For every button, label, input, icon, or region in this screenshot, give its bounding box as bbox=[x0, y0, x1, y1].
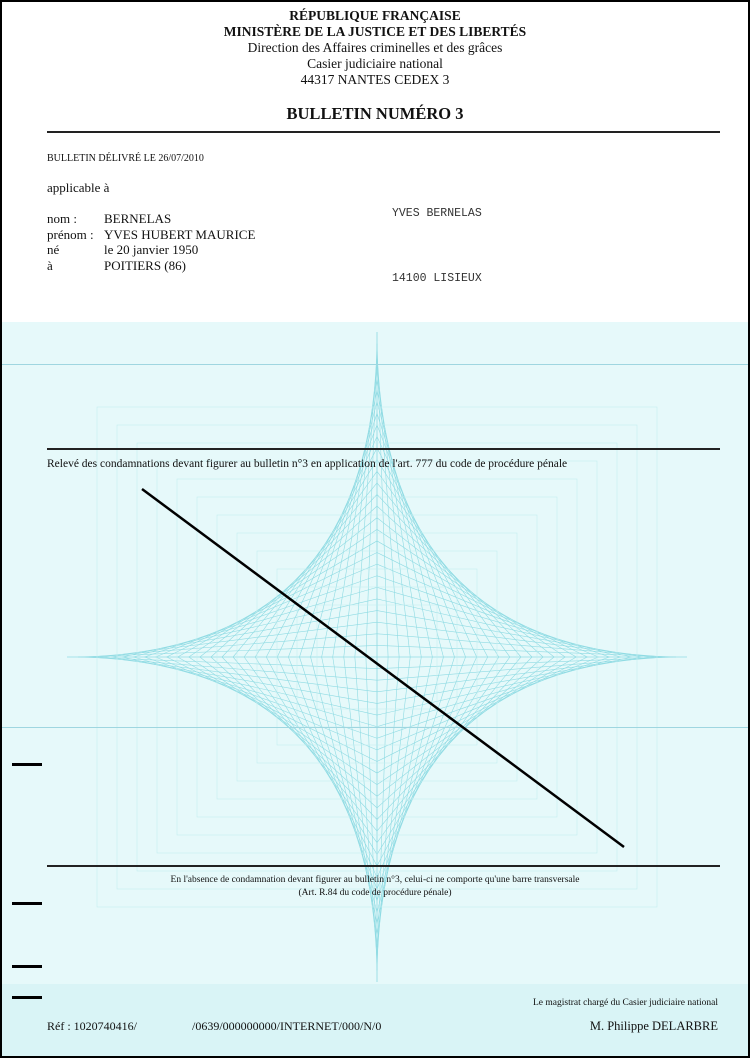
pattern-line bbox=[177, 656, 378, 774]
divider bbox=[47, 131, 720, 133]
section-title: Relevé des condamnations devant figurer … bbox=[47, 458, 568, 470]
pattern-line bbox=[177, 540, 378, 658]
identity-label-nom: nom : bbox=[47, 211, 77, 226]
identity-label-a: à bbox=[47, 258, 53, 273]
pattern-line bbox=[78, 645, 378, 658]
pattern-frame bbox=[256, 550, 498, 764]
pattern-line bbox=[376, 656, 577, 774]
pattern-frame bbox=[276, 568, 478, 746]
pattern-line bbox=[376, 529, 566, 658]
pattern-line bbox=[122, 598, 378, 658]
pattern-line bbox=[376, 575, 610, 658]
pattern-line bbox=[376, 517, 555, 658]
pattern-line bbox=[376, 656, 599, 751]
pattern-line bbox=[376, 656, 676, 669]
pattern-line bbox=[199, 656, 378, 797]
pattern-line bbox=[122, 656, 378, 716]
pattern-line bbox=[376, 505, 544, 658]
pattern-frame bbox=[316, 604, 438, 710]
pattern-line bbox=[376, 656, 632, 716]
pattern-line bbox=[166, 656, 378, 762]
pattern-line bbox=[166, 552, 378, 658]
pattern-line bbox=[376, 656, 610, 739]
pattern-line bbox=[376, 621, 654, 658]
signer-title: Le magistrat chargé du Casier judiciaire… bbox=[532, 998, 718, 1008]
security-band bbox=[2, 984, 748, 1056]
address-city: 14100 LISIEUX bbox=[392, 272, 482, 285]
pattern-frame bbox=[196, 496, 558, 818]
fold-line bbox=[2, 364, 748, 365]
header-republic: RÉPUBLIQUE FRANÇAISE bbox=[289, 8, 461, 23]
pattern-line bbox=[221, 494, 378, 658]
pattern-line bbox=[210, 656, 378, 809]
pattern-line bbox=[210, 505, 378, 658]
pattern-line bbox=[376, 563, 599, 658]
reference-code: /0639/000000000/INTERNET/000/N/0 bbox=[192, 1019, 382, 1033]
fold-mark bbox=[12, 965, 42, 968]
signer-name: M. Philippe DELARBRE bbox=[589, 1019, 718, 1033]
notice-line2: (Art. R.84 du code de procédure pénale) bbox=[298, 888, 452, 898]
pattern-line bbox=[376, 494, 533, 658]
identity-value-ne: le 20 janvier 1950 bbox=[104, 242, 199, 257]
pattern-line bbox=[376, 645, 676, 658]
header-address: 44317 NANTES CEDEX 3 bbox=[300, 72, 450, 87]
identity-label-ne: né bbox=[47, 242, 60, 257]
pattern-frame bbox=[116, 424, 638, 890]
pattern-frame bbox=[216, 514, 538, 800]
fold-mark bbox=[12, 763, 42, 766]
pattern-line bbox=[376, 656, 588, 762]
pattern-frame bbox=[96, 406, 658, 908]
pattern-frame bbox=[236, 532, 518, 782]
applicable-label: applicable à bbox=[47, 180, 110, 195]
divider bbox=[47, 865, 720, 867]
pattern-line bbox=[376, 656, 654, 693]
pattern-line bbox=[376, 598, 632, 658]
fold-line bbox=[2, 727, 748, 728]
notice-line1: En l'absence de condamnation devant figu… bbox=[170, 875, 580, 885]
pattern-line bbox=[376, 656, 555, 797]
identity-value-prenom: YVES HUBERT MAURICE bbox=[104, 227, 256, 242]
pattern-line bbox=[376, 540, 577, 658]
header-casier: Casier judiciaire national bbox=[307, 56, 443, 71]
pattern-line bbox=[155, 563, 378, 658]
fold-mark bbox=[12, 902, 42, 905]
pattern-line bbox=[78, 656, 378, 669]
fold-mark bbox=[12, 996, 42, 999]
identity-label-prenom: prénom : bbox=[47, 227, 94, 242]
pattern-line bbox=[376, 610, 643, 658]
header-direction: Direction des Affaires criminelles et de… bbox=[247, 40, 503, 55]
pattern-line bbox=[155, 656, 378, 751]
pattern-frame bbox=[156, 460, 598, 854]
pattern-frame bbox=[176, 478, 578, 836]
reference-number: Réf : 1020740416/ bbox=[47, 1019, 137, 1033]
divider bbox=[47, 448, 720, 450]
pattern-line bbox=[188, 656, 378, 785]
address-name: YVES BERNELAS bbox=[392, 207, 482, 220]
identity-value-a: POITIERS (86) bbox=[104, 258, 186, 273]
header-ministry: MINISTÈRE DE LA JUSTICE ET DES LIBERTÉS bbox=[223, 24, 527, 39]
pattern-line bbox=[144, 575, 378, 658]
pattern-line bbox=[111, 656, 378, 704]
identity-value-nom: BERNELAS bbox=[104, 211, 172, 226]
pattern-line bbox=[376, 656, 533, 820]
pattern-line bbox=[376, 552, 588, 658]
pattern-line bbox=[111, 610, 378, 658]
issued-date: BULLETIN DÉLIVRÉ LE 26/07/2010 bbox=[47, 153, 204, 164]
pattern-line bbox=[199, 517, 378, 658]
pattern-line bbox=[376, 656, 566, 785]
pattern-line bbox=[144, 656, 378, 739]
pattern-line bbox=[376, 656, 544, 809]
pattern-line bbox=[221, 656, 378, 820]
pattern-line bbox=[100, 656, 378, 693]
pattern-frame bbox=[136, 442, 618, 872]
page-title: BULLETIN NUMÉRO 3 bbox=[286, 104, 464, 123]
